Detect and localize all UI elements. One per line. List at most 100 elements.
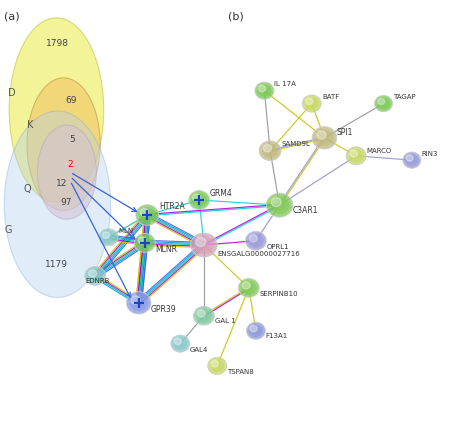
Text: GPR39: GPR39 [151, 305, 177, 314]
Text: 69: 69 [65, 96, 76, 105]
Text: 5: 5 [70, 135, 75, 144]
Circle shape [142, 210, 152, 220]
Circle shape [176, 340, 184, 347]
Circle shape [199, 311, 209, 320]
Text: RIN3: RIN3 [421, 151, 438, 157]
Circle shape [133, 298, 144, 308]
Text: (b): (b) [228, 12, 243, 22]
Text: EDNRB: EDNRB [86, 279, 110, 284]
Ellipse shape [9, 18, 104, 202]
Circle shape [377, 98, 390, 110]
Circle shape [198, 240, 210, 250]
Circle shape [137, 236, 153, 250]
Circle shape [306, 98, 313, 104]
Circle shape [250, 326, 257, 332]
Circle shape [140, 239, 149, 247]
Circle shape [91, 272, 100, 280]
Text: D: D [8, 88, 15, 98]
Text: ENSGALG00000027716: ENSGALG00000027716 [217, 251, 300, 257]
Circle shape [136, 205, 158, 225]
Circle shape [319, 133, 330, 143]
Circle shape [352, 152, 361, 160]
Circle shape [262, 143, 278, 158]
Circle shape [259, 141, 281, 160]
Circle shape [104, 233, 113, 241]
Circle shape [380, 100, 388, 107]
Circle shape [140, 209, 149, 216]
Circle shape [346, 147, 366, 165]
Text: K: K [27, 120, 34, 130]
Circle shape [197, 310, 205, 317]
Text: Q: Q [24, 184, 31, 194]
Ellipse shape [4, 111, 110, 298]
Circle shape [208, 357, 227, 375]
Circle shape [89, 270, 97, 277]
Circle shape [191, 193, 207, 207]
Circle shape [252, 327, 260, 335]
Circle shape [249, 235, 257, 242]
Circle shape [246, 231, 266, 250]
Text: 2: 2 [68, 160, 73, 169]
Circle shape [194, 196, 204, 204]
Circle shape [312, 127, 337, 149]
Text: SAMD9L: SAMD9L [282, 141, 310, 147]
Text: MLNR: MLNR [156, 245, 178, 254]
Circle shape [249, 324, 263, 337]
Circle shape [317, 131, 326, 139]
Circle shape [257, 84, 272, 97]
Circle shape [238, 279, 259, 297]
Circle shape [302, 95, 321, 112]
Circle shape [408, 157, 416, 164]
Circle shape [271, 197, 281, 207]
Circle shape [102, 232, 109, 238]
Circle shape [101, 231, 116, 244]
Circle shape [378, 98, 385, 104]
Circle shape [131, 296, 140, 304]
Circle shape [87, 269, 103, 283]
Text: OPRL1: OPRL1 [267, 244, 290, 250]
Circle shape [241, 281, 256, 295]
Circle shape [189, 190, 210, 209]
Circle shape [196, 237, 206, 246]
Text: TAGAP: TAGAP [393, 94, 416, 100]
Circle shape [405, 154, 419, 166]
Text: GRM4: GRM4 [210, 189, 233, 198]
Text: IL 17A: IL 17A [274, 81, 296, 87]
Text: BATF: BATF [322, 94, 339, 100]
Circle shape [173, 337, 187, 350]
Circle shape [263, 144, 272, 152]
Circle shape [273, 200, 285, 211]
Text: SERPINB10: SERPINB10 [260, 291, 298, 297]
Circle shape [171, 335, 190, 352]
Circle shape [403, 152, 421, 168]
Text: GAL 1: GAL 1 [215, 318, 236, 324]
Text: 97: 97 [60, 198, 72, 207]
Circle shape [308, 100, 316, 108]
Circle shape [85, 267, 106, 285]
Circle shape [196, 309, 212, 323]
Circle shape [251, 237, 261, 245]
Circle shape [305, 97, 319, 110]
Ellipse shape [27, 78, 100, 211]
Text: GAL4: GAL4 [190, 347, 208, 353]
Ellipse shape [37, 125, 96, 219]
Circle shape [213, 362, 221, 370]
Text: G: G [4, 225, 11, 235]
Circle shape [244, 284, 254, 292]
Text: TSPAN8: TSPAN8 [228, 369, 254, 375]
Circle shape [99, 229, 118, 246]
Text: C3AR1: C3AR1 [293, 206, 318, 215]
Circle shape [374, 95, 392, 112]
Text: 1179: 1179 [45, 260, 68, 269]
Circle shape [129, 295, 148, 311]
Text: MARCO: MARCO [366, 148, 391, 154]
Circle shape [211, 360, 219, 367]
Circle shape [270, 196, 290, 214]
Circle shape [248, 233, 264, 248]
Circle shape [260, 87, 269, 95]
Circle shape [194, 236, 214, 254]
Circle shape [258, 85, 265, 92]
Circle shape [242, 282, 250, 289]
Circle shape [193, 306, 214, 325]
Circle shape [350, 150, 357, 157]
